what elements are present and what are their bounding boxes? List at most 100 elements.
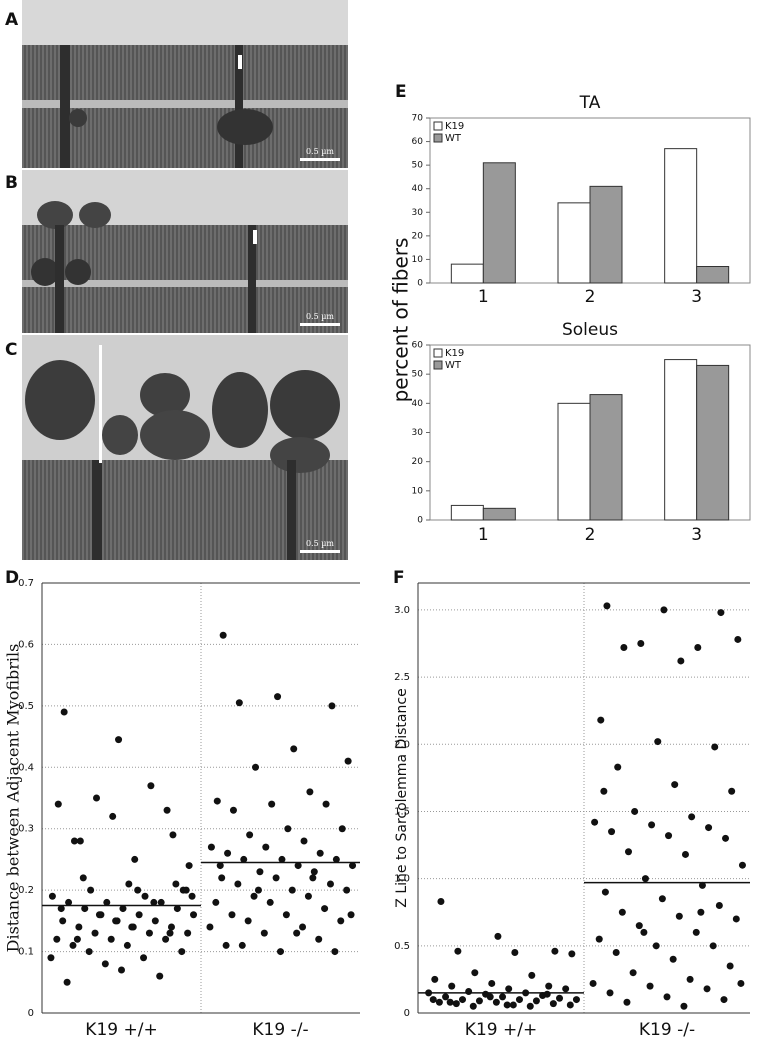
data-point [711,743,719,751]
data-point [93,794,101,802]
data-point [328,702,336,710]
y-tick-label: 0.2 [18,885,34,896]
data-point [499,993,507,1001]
y-tick-label: 30 [412,428,424,438]
data-point [618,908,626,916]
scale-bar-label: 0.5 µm [306,312,334,321]
bar [557,402,591,521]
y-tick-label: 40 [412,184,424,194]
bar [664,148,698,284]
legend-swatch [433,360,443,370]
data-point [717,609,725,617]
data-point [293,929,301,937]
data-point [65,898,73,906]
data-point [595,935,603,943]
data-point [459,996,466,1004]
data-point [454,947,462,955]
data-point [288,886,296,894]
data-point [532,997,540,1005]
data-point [488,979,496,987]
legend-label: K19 [445,121,464,132]
bar [664,359,698,521]
micrograph-a [22,0,348,168]
panel-label: C [5,340,17,360]
panel-label: B [5,173,18,193]
data-point [681,850,689,858]
x-tick-label: 2 [585,287,596,307]
data-point [218,874,226,882]
data-point [162,935,170,943]
data-point [591,818,599,826]
data-point [568,950,576,958]
y-tick-label: 1.0 [394,874,410,885]
data-point [266,898,274,906]
data-point [272,874,280,882]
data-point [234,880,242,888]
y-tick-label: 10 [412,255,424,265]
y-tick-label: 50 [412,370,424,380]
data-point [147,782,155,790]
data-point [278,855,286,863]
data-point [543,990,551,998]
data-point [446,998,454,1006]
data-point [697,908,705,916]
data-point [465,988,473,995]
chart-title: TA [579,93,601,113]
data-point [166,929,174,937]
legend-swatch [433,121,443,131]
y-tick-label: 60 [412,341,424,351]
y-tick-label: 0.6 [18,639,34,650]
y-tick-label: 0 [404,1008,410,1019]
data-point [185,862,193,870]
data-point [600,787,608,795]
data-point [53,935,61,943]
data-point [254,886,262,894]
y-tick-label: 2.5 [394,672,410,683]
data-point [216,862,224,870]
data-point [658,895,666,903]
data-point [172,880,180,888]
y-axis-label: Z Line to Sarcolemma Distance [394,688,410,907]
data-point [343,886,351,894]
data-point [722,834,730,842]
data-point [190,911,198,919]
data-point [75,923,83,931]
data-point [299,923,307,931]
data-point [738,861,746,869]
data-point [70,837,78,845]
legend-swatch [433,133,443,143]
data-point [79,874,87,882]
data-point [103,898,111,906]
data-point [566,1001,574,1009]
y-tick-label: 3.0 [394,605,410,616]
data-point [612,949,620,957]
x-tick-label: K19 +/+ [465,1020,537,1040]
x-tick-label: K19 -/- [252,1020,308,1040]
data-point [614,763,622,771]
data-point [135,911,143,919]
data-point [648,821,656,829]
y-tick-label: 0.5 [394,941,410,952]
data-point [715,902,723,909]
data-point [123,941,131,949]
data-point [274,693,282,701]
bar [482,507,516,521]
data-point [57,905,65,913]
data-point [112,917,120,925]
data-point [709,942,717,950]
data-point [250,892,258,900]
data-point [228,911,236,919]
data-point [60,708,68,716]
data-point [260,929,268,937]
data-point [304,892,312,900]
data-point [675,912,683,920]
x-tick-label: 1 [478,287,489,307]
scale-bar-label: 0.5 µm [306,539,334,548]
y-tick-label: 50 [412,161,424,171]
data-point [338,825,346,833]
data-point [140,954,148,962]
data-point [526,1002,534,1010]
data-point [212,898,220,906]
y-axis-label: percent of fibers [389,238,413,403]
